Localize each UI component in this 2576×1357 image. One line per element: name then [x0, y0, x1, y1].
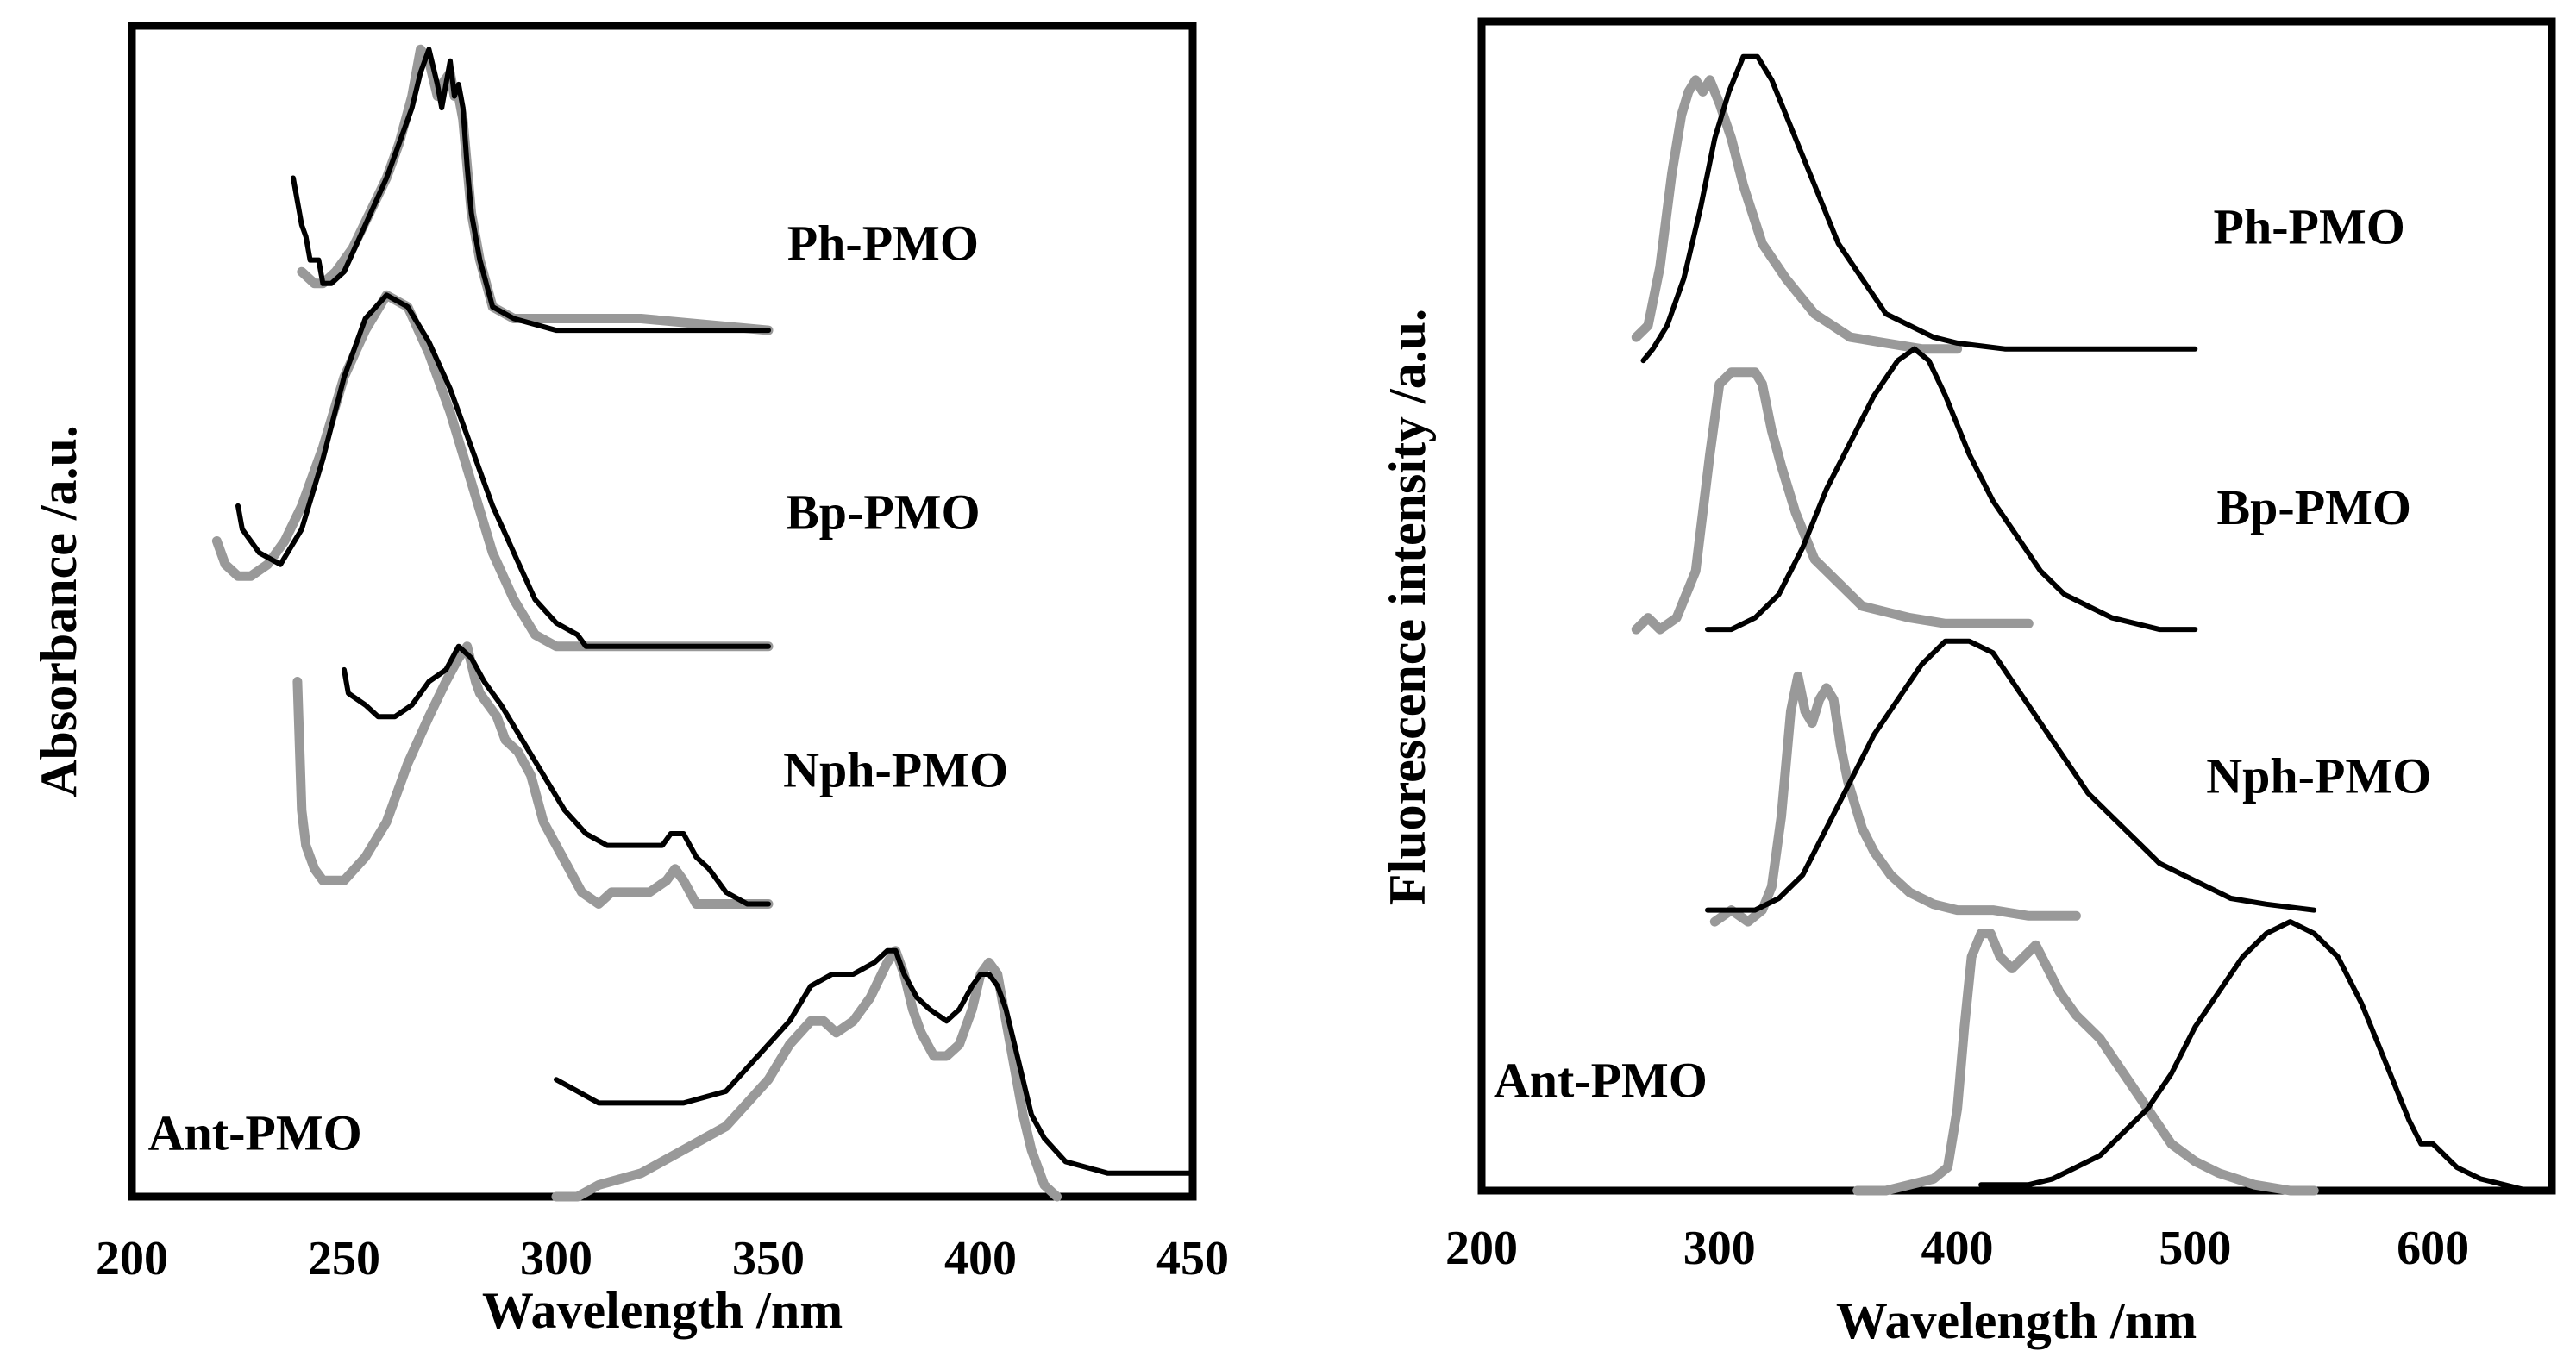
absorbance-plot-frame — [128, 22, 1197, 1201]
absorbance-label-nph-pmo: Nph-PMO — [783, 741, 1008, 797]
fluorescence-series-ph-pmo-black — [1640, 53, 2198, 364]
fluorescence-series-ph-pmo-gray — [1631, 75, 1963, 354]
absorbance-x-tick-label: 400 — [944, 1232, 1017, 1285]
fluorescence-label-nph-pmo: Nph-PMO — [2206, 748, 2431, 804]
fluorescence-panel: 200 300 400 500 600 Ph-PMO Bp-PMO Nph-PMO Ant-P… — [1379, 17, 2556, 1349]
absorbance-label-ph-pmo: Ph-PMO — [787, 215, 979, 271]
absorbance-series — [211, 44, 1195, 1202]
absorbance-series-bp-pmo-gray — [211, 290, 774, 652]
absorbance-series-ph-pmo-gray — [297, 44, 774, 335]
fluorescence-series-nph-pmo-gray — [1709, 671, 2081, 927]
fluorescence-y-axis-title: Fluorescence intensity /a.u. — [1379, 309, 1436, 905]
absorbance-y-axis-title: Absorbance /a.u. — [30, 425, 87, 797]
absorbance-x-tick-label: 200 — [96, 1232, 168, 1285]
fluorescence-x-tick-label: 600 — [2397, 1222, 2469, 1275]
absorbance-x-axis-title: Wavelength /nm — [482, 1282, 843, 1339]
fluorescence-series — [1631, 53, 2531, 1196]
absorbance-x-tick-label: 300 — [520, 1232, 592, 1285]
fluorescence-x-tick-label: 400 — [1921, 1222, 1994, 1275]
fluorescence-series-ant-pmo-black — [1978, 919, 2531, 1193]
fluorescence-label-ant-pmo: Ant-PMO — [1494, 1052, 1708, 1108]
fluorescence-series-ant-pmo-gray — [1852, 929, 2319, 1196]
absorbance-series-ph-pmo-black — [291, 47, 771, 334]
fluorescence-label-ph-pmo: Ph-PMO — [2214, 198, 2405, 254]
absorbance-label-bp-pmo: Bp-PMO — [786, 485, 981, 541]
fluorescence-sample-labels: Ph-PMO Bp-PMO Nph-PMO Ant-PMO — [1494, 198, 2431, 1108]
absorbance-x-tick-label: 250 — [308, 1232, 380, 1285]
fluorescence-series-bp-pmo-black — [1705, 346, 2198, 633]
absorbance-series-nph-pmo-black — [342, 643, 771, 907]
fluorescence-x-ticks: 200 300 400 500 600 — [1445, 1222, 2469, 1275]
fluorescence-plot-frame — [1477, 17, 2556, 1195]
fluorescence-series-bp-pmo-gray — [1631, 367, 2034, 635]
absorbance-label-ant-pmo: Ant-PMO — [148, 1104, 362, 1160]
absorbance-series-ant-pmo-gray — [551, 946, 1062, 1202]
fluorescence-x-tick-label: 300 — [1683, 1222, 1756, 1275]
absorbance-x-tick-label: 350 — [732, 1232, 805, 1285]
fluorescence-x-axis-title: Wavelength /nm — [1836, 1292, 2197, 1349]
fluorescence-x-tick-label: 200 — [1445, 1222, 1518, 1275]
absorbance-series-bp-pmo-black — [235, 292, 771, 649]
absorbance-panel: 200 250 300 350 400 450 Ph-PMO Bp-PMO Nph-PMO An… — [30, 22, 1229, 1339]
fluorescence-x-tick-label: 500 — [2159, 1222, 2231, 1275]
fluorescence-series-nph-pmo-black — [1705, 638, 2317, 913]
fluorescence-label-bp-pmo: Bp-PMO — [2216, 479, 2411, 535]
absorbance-series-ant-pmo-black — [554, 947, 1195, 1176]
absorbance-x-ticks: 200 250 300 350 400 450 — [96, 1232, 1229, 1285]
absorbance-series-nph-pmo-gray — [292, 641, 774, 909]
absorbance-x-tick-label: 450 — [1156, 1232, 1229, 1285]
absorbance-sample-labels: Ph-PMO Bp-PMO Nph-PMO Ant-PMO — [148, 215, 1008, 1160]
